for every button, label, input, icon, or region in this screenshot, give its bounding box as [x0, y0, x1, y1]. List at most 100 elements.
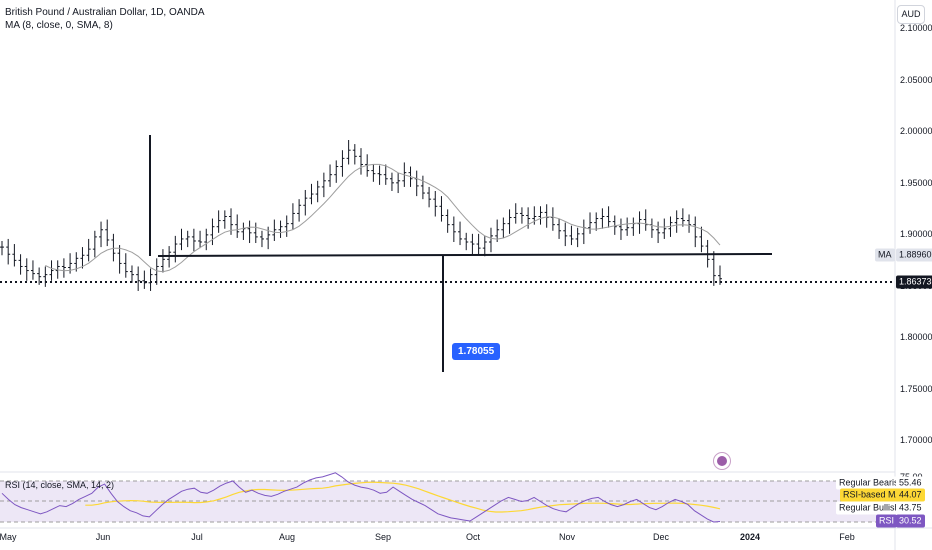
- ohlc-bar: [420, 175, 425, 200]
- rsi-ma-line: [85, 481, 721, 513]
- ohlc-bar: [43, 266, 48, 287]
- ohlc-bar: [631, 217, 636, 236]
- ohlc-bar: [458, 221, 463, 246]
- ohlc-bar: [278, 220, 283, 238]
- ohlc-bar: [643, 209, 648, 231]
- ohlc-bar: [482, 235, 487, 257]
- ohlc-bar: [37, 267, 42, 285]
- ohlc-bar: [507, 209, 512, 234]
- ohlc-bar: [309, 183, 314, 205]
- ohlc-bar: [439, 196, 444, 222]
- ohlc-bar: [160, 249, 165, 273]
- ohlc-bar: [427, 186, 432, 208]
- ohlc-bar: [142, 270, 147, 289]
- ohlc-bar: [61, 258, 66, 278]
- ohlc-bar: [99, 221, 104, 248]
- ohlc-bar: [173, 235, 178, 263]
- ohlc-bar: [656, 221, 661, 244]
- ohlc-bar: [6, 238, 11, 265]
- ohlc-bar: [315, 180, 320, 203]
- ohlc-bar: [105, 219, 110, 247]
- ohlc-bar: [513, 203, 518, 224]
- ohlc-bar: [519, 207, 524, 224]
- ma-tag-label: MA: [875, 248, 895, 262]
- ohlc-bar: [12, 244, 17, 267]
- ohlc-bar: [30, 260, 35, 280]
- ohlc-bar: [148, 268, 153, 291]
- ohlc-bar: [389, 172, 394, 191]
- ohlc-bar: [371, 164, 376, 182]
- ohlc-bar: [117, 245, 122, 274]
- ohlc-bar: [625, 217, 630, 236]
- regular-bullish-label: Regular Bullish: [836, 501, 903, 515]
- time-axis-label: Oct: [465, 532, 481, 542]
- ohlc-bar: [204, 228, 209, 251]
- ohlc-bar: [699, 226, 704, 253]
- currency-button[interactable]: AUD: [897, 5, 925, 24]
- ohlc-bar: [495, 219, 500, 242]
- price-bars: [0, 140, 722, 291]
- ohlc-bar: [18, 254, 23, 275]
- ohlc-bar: [680, 208, 685, 227]
- price-axis-label: 1.75000: [900, 383, 932, 394]
- ohlc-bar: [136, 266, 141, 291]
- chart-title: British Pound / Australian Dollar, 1D, O…: [5, 7, 205, 18]
- ohlc-bar: [575, 227, 580, 248]
- ohlc-bar: [346, 140, 351, 165]
- ohlc-bar: [662, 218, 667, 239]
- target-price-label[interactable]: 1.78055: [452, 343, 501, 360]
- ohlc-bar: [185, 230, 190, 248]
- rsi-value: 30.52: [896, 514, 925, 528]
- ohlc-bar: [606, 206, 611, 228]
- ohlc-bar: [179, 228, 184, 251]
- ohlc-bar: [191, 228, 196, 252]
- ohlc-bar: [253, 222, 258, 244]
- ohlc-bar: [476, 233, 481, 255]
- ohlc-bar: [594, 212, 599, 231]
- ohlc-bar: [216, 210, 221, 233]
- ohlc-bar: [235, 214, 240, 238]
- time-axis-label: Jul: [191, 532, 203, 542]
- ohlc-bar: [80, 247, 85, 269]
- indicator-label[interactable]: MA (8, close, 0, SMA, 8): [5, 20, 113, 31]
- price-axis-label: 1.70000: [900, 435, 932, 445]
- rsi-title[interactable]: RSI (14, close, SMA, 14, 2): [5, 480, 115, 490]
- ohlc-bar: [600, 208, 605, 229]
- time-axis-label: Jun: [95, 532, 111, 542]
- regular-bearish-label: Regular Bearish: [836, 476, 907, 490]
- ohlc-bar: [414, 170, 419, 197]
- ohlc-bar: [451, 216, 456, 242]
- ohlc-bar: [544, 204, 549, 228]
- ma-line: [45, 163, 721, 273]
- time-axis-label: Feb: [839, 532, 855, 542]
- ohlc-bar: [222, 210, 227, 229]
- ohlc-bar: [334, 160, 339, 183]
- ohlc-bar: [618, 218, 623, 240]
- rsi-ma-label: RSI-based MA: [840, 488, 905, 502]
- ohlc-bar: [24, 258, 29, 281]
- ohlc-bar: [328, 164, 333, 187]
- ohlc-bar: [290, 203, 295, 230]
- price-axis-label: 2.05000: [900, 74, 932, 85]
- ohlc-bar: [321, 172, 326, 198]
- ohlc-bar: [557, 218, 562, 239]
- ohlc-bar: [501, 217, 506, 238]
- price-axis-label: 2.10000: [900, 23, 932, 33]
- price-axis-label: 1.95000: [900, 177, 932, 188]
- ohlc-bar: [649, 218, 654, 238]
- ohlc-bar: [86, 238, 91, 262]
- price-axis-label: 1.80000: [900, 332, 932, 342]
- ohlc-bar: [470, 233, 475, 255]
- rsi-line: [1, 472, 721, 523]
- ohlc-bar: [259, 230, 264, 248]
- ohlc-bar: [352, 144, 357, 165]
- ohlc-bar: [359, 148, 363, 175]
- rsi-label: RSI: [876, 514, 898, 528]
- ohlc-bar: [0, 240, 4, 256]
- ohlc-bar: [538, 206, 543, 225]
- ma-price-tag: 1.88960: [896, 248, 932, 262]
- ohlc-bar: [297, 199, 302, 222]
- ohlc-bar: [284, 215, 289, 237]
- ohlc-bar: [488, 227, 493, 253]
